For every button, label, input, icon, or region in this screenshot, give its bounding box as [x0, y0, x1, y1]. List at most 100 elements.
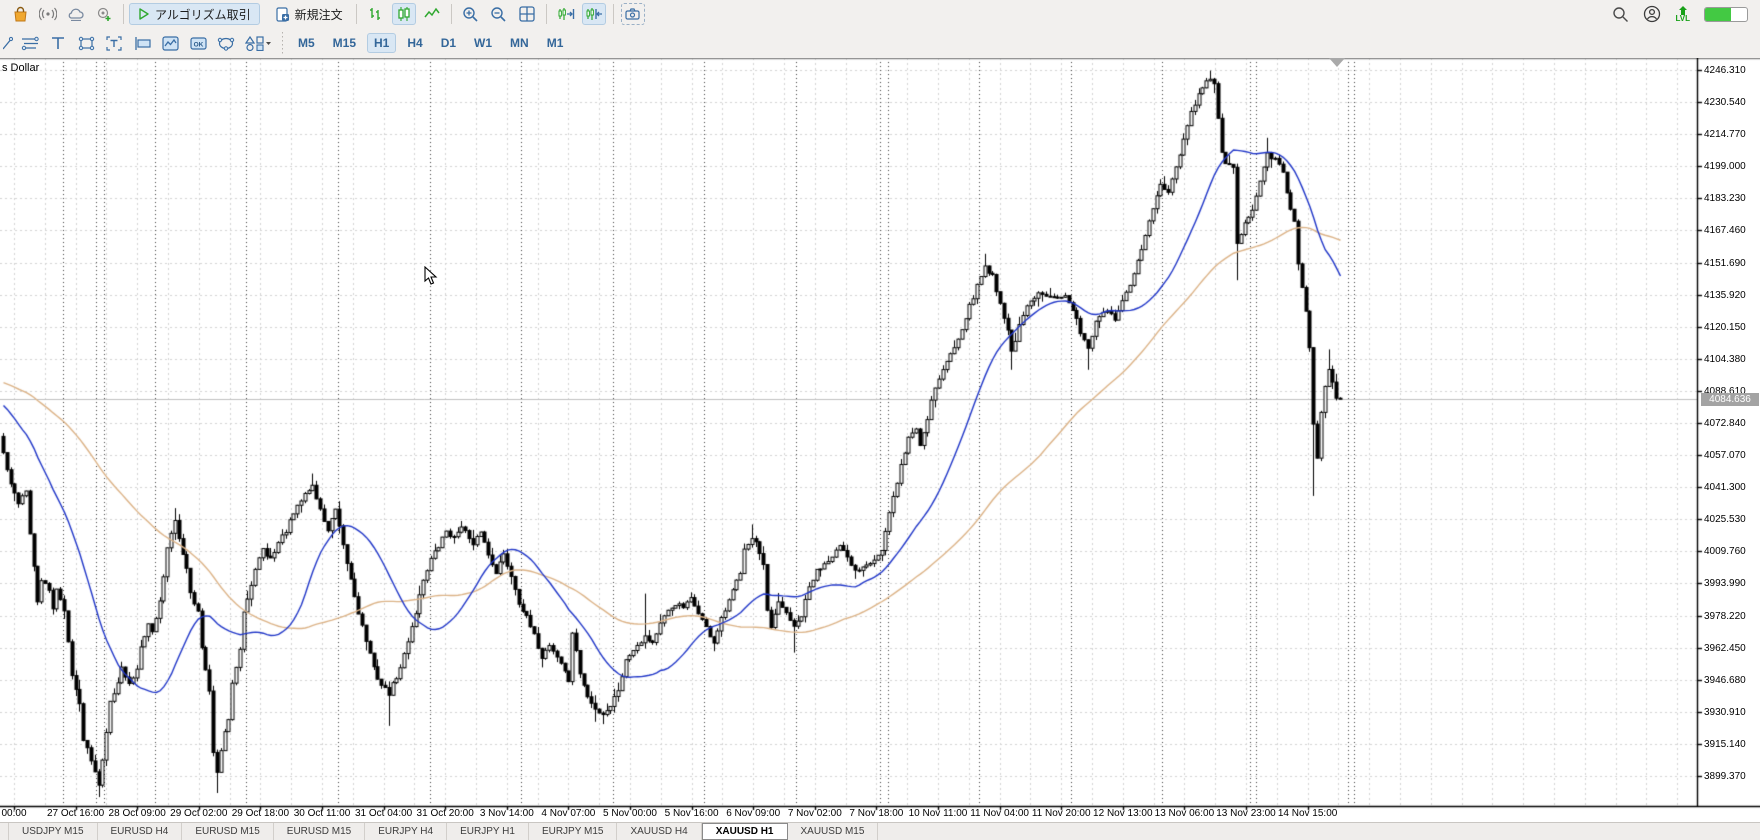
time-tick-label: 4 Nov 07:00	[541, 808, 596, 819]
mouse-cursor-icon	[424, 266, 438, 285]
signals-icon[interactable]	[36, 3, 60, 25]
community-add-icon[interactable]	[92, 3, 116, 25]
price-tick-label: 4009.760	[1704, 546, 1746, 558]
price-tick-label: 3930.910	[1704, 706, 1746, 718]
time-tick-label: 12 Nov 13:00	[1093, 808, 1153, 819]
scroll-caret-icon	[1329, 58, 1345, 67]
chart-tab-eurusd-m15[interactable]: EURUSD M15	[182, 823, 274, 840]
shift-end-icon[interactable]	[554, 3, 578, 25]
chart-tab-eurusd-h4[interactable]: EURUSD H4	[98, 823, 183, 840]
chart-tab-eurusd-m15[interactable]: EURUSD M15	[274, 823, 366, 840]
tile-windows-icon[interactable]	[515, 3, 539, 25]
market-bag-icon[interactable]	[8, 3, 32, 25]
ellipse-tool-icon[interactable]	[214, 32, 238, 54]
level-indicator[interactable]: LVL	[1675, 5, 1690, 23]
level-label: LVL	[1675, 13, 1690, 23]
indicator-tool-icon[interactable]	[158, 32, 182, 54]
time-tick-label: 00:00	[1, 808, 27, 819]
price-tick-label: 4057.070	[1704, 450, 1746, 462]
chart-shift-icon[interactable]	[581, 3, 606, 25]
shape-tool-icon[interactable]	[74, 32, 98, 54]
trendline-tool-icon[interactable]	[2, 32, 14, 54]
search-icon[interactable]	[1612, 6, 1629, 23]
algo-trading-button[interactable]: アルゴリズム取引	[129, 3, 260, 25]
toolbar-separator	[450, 4, 452, 24]
toolbar-separator	[282, 32, 283, 54]
timeframe-h1[interactable]: H1	[367, 33, 397, 53]
price-tick-label: 3962.450	[1704, 642, 1746, 654]
zoom-out-icon[interactable]	[487, 3, 511, 25]
price-tick-label: 4151.690	[1704, 257, 1746, 269]
time-tick-label: 29 Oct 18:00	[231, 808, 290, 819]
time-tick-label: 7 Nov 18:00	[849, 808, 904, 819]
time-tick-label: 7 Nov 02:00	[787, 808, 842, 819]
price-tick-label: 4230.540	[1704, 97, 1746, 109]
timeframe-m5[interactable]: M5	[298, 36, 315, 50]
time-tick-label: 31 Oct 04:00	[354, 808, 413, 819]
horizontal-levels-icon[interactable]	[18, 32, 42, 54]
price-tick-label: 4041.300	[1704, 482, 1746, 494]
timeframe-h4[interactable]: H4	[407, 36, 423, 50]
price-label-tool-icon[interactable]	[130, 32, 154, 54]
shapes-menu-icon[interactable]	[242, 32, 274, 54]
price-tick-label: 4246.310	[1704, 65, 1746, 76]
time-tick-label: 29 Oct 02:00	[170, 808, 228, 819]
candle-chart-type-icon[interactable]	[391, 3, 416, 25]
time-tick-label: 3 Nov 14:00	[479, 808, 534, 819]
timeframe-mn[interactable]: MN	[510, 36, 529, 50]
bid-price-label: 4084.636	[1701, 393, 1759, 406]
time-tick-label: 30 Oct 11:00	[293, 808, 351, 819]
toolbar-separator	[123, 4, 124, 24]
time-tick-label: 5 Nov 16:00	[664, 808, 719, 819]
text-tool-icon[interactable]	[46, 32, 70, 54]
timeframe-w1[interactable]: W1	[474, 36, 493, 50]
battery-fill	[1705, 7, 1732, 21]
zoom-in-icon[interactable]	[459, 3, 483, 25]
timeframe-m15[interactable]: M15	[332, 36, 357, 50]
time-tick-label: 6 Nov 09:00	[726, 808, 781, 819]
price-tick-label: 4214.770	[1704, 129, 1746, 141]
timeframe-m1[interactable]: M1	[546, 36, 564, 50]
price-tick-label: 3978.220	[1704, 610, 1746, 622]
time-tick-label: 11 Nov 20:00	[1031, 808, 1091, 819]
price-chart-canvas[interactable]	[0, 58, 1760, 822]
time-tick-label: 13 Nov 06:00	[1154, 808, 1215, 819]
toolbar-separator	[545, 4, 547, 24]
chart-tab-xauusd-h4[interactable]: XAUUSD H4	[617, 823, 702, 840]
play-icon	[139, 8, 149, 20]
drawing-toolbar: OK M5 M15 H1 H4 D1 W1 MN M1	[0, 28, 1760, 58]
screenshot-icon[interactable]	[620, 3, 645, 25]
chart-tab-xauusd-h1[interactable]: XAUUSD H1	[701, 823, 788, 840]
line-chart-type-icon[interactable]	[420, 3, 444, 25]
price-tick-label: 4183.230	[1704, 193, 1746, 205]
price-tick-label: 4088.610	[1704, 385, 1746, 397]
time-tick-label: 31 Oct 20:00	[416, 808, 474, 819]
chart-tab-eurjpy-h1[interactable]: EURJPY H1	[447, 823, 529, 840]
time-tick-label: 10 Nov 11:00	[908, 808, 968, 819]
chart-tab-eurjpy-h4[interactable]: EURJPY H4	[365, 823, 448, 840]
price-tick-label: 4199.000	[1704, 161, 1746, 173]
time-tick-label: 5 Nov 00:00	[603, 808, 657, 819]
price-tick-label: 3899.370	[1704, 770, 1746, 782]
chart-tabbar: USDJPY M15 EURUSD H4 EURUSD M15 EURUSD M15 E…	[0, 822, 1760, 840]
text-label-tool-icon[interactable]	[102, 32, 126, 54]
battery-indicator	[1704, 6, 1748, 22]
time-tick-label: 27 Oct 16:00	[46, 808, 105, 819]
chart-tab-usdjpy-m15[interactable]: USDJPY M15	[8, 823, 98, 840]
symbol-title: s Dollar	[2, 62, 40, 74]
bar-chart-type-icon[interactable]	[364, 3, 388, 25]
price-tick-label: 4025.530	[1704, 514, 1746, 526]
time-tick-label: 14 Nov 15:00	[1277, 808, 1338, 819]
price-tick-label: 4135.920	[1704, 289, 1746, 301]
objects-ok-icon[interactable]: OK	[186, 32, 210, 54]
toolbar-separator	[355, 4, 357, 24]
price-tick-label: 4167.460	[1704, 225, 1746, 237]
chart-tab-eurjpy-m15[interactable]: EURJPY M15	[529, 823, 618, 840]
new-order-button[interactable]: 新規注文	[268, 3, 351, 25]
cloud-icon[interactable]	[64, 3, 88, 25]
account-icon[interactable]	[1643, 5, 1661, 23]
timeframe-d1[interactable]: D1	[440, 36, 457, 50]
price-tick-label: 3993.990	[1704, 578, 1746, 590]
chart-tab-xauusd-m15[interactable]: XAUUSD M15	[788, 823, 879, 840]
chart-region[interactable]: s Dollar 4246.310 4230.540 4214.770 4199.00…	[0, 58, 1760, 840]
